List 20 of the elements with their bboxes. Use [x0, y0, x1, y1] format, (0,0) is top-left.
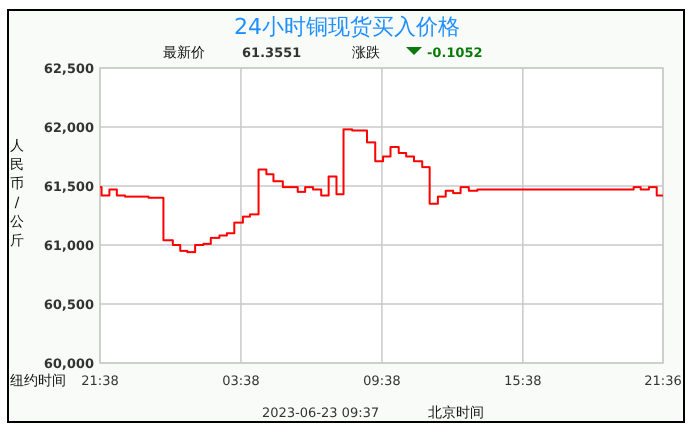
y-tick-label: 60,000 [44, 357, 94, 372]
y-tick-label: 62,000 [44, 121, 94, 136]
text: 纽约时间 [10, 373, 66, 389]
x-tick-label: 09:38 [363, 374, 401, 389]
text: 涨跌 [352, 45, 380, 61]
text: 2023-06-23 09:37 [262, 406, 380, 421]
y-axis-title: 人民币/公斤 [10, 138, 24, 249]
text: -0.1052 [427, 46, 483, 61]
y-tick-label: 61,500 [44, 180, 94, 195]
y-tick-label: 60,500 [44, 298, 94, 313]
x-tick-label: 03:38 [222, 374, 260, 389]
chart-title: 24小时铜现货买入价格 [234, 15, 460, 40]
text: 北京时间 [428, 405, 484, 421]
y-tick-label: 61,000 [44, 239, 94, 254]
x-tick-label: 21:38 [81, 374, 119, 389]
x-tick-label: 21:36 [644, 374, 682, 389]
x-tick-label: 15:38 [504, 374, 542, 389]
text: 61.3551 [242, 46, 302, 61]
y-tick-label: 62,500 [44, 62, 94, 77]
text: 最新价 [163, 45, 205, 61]
